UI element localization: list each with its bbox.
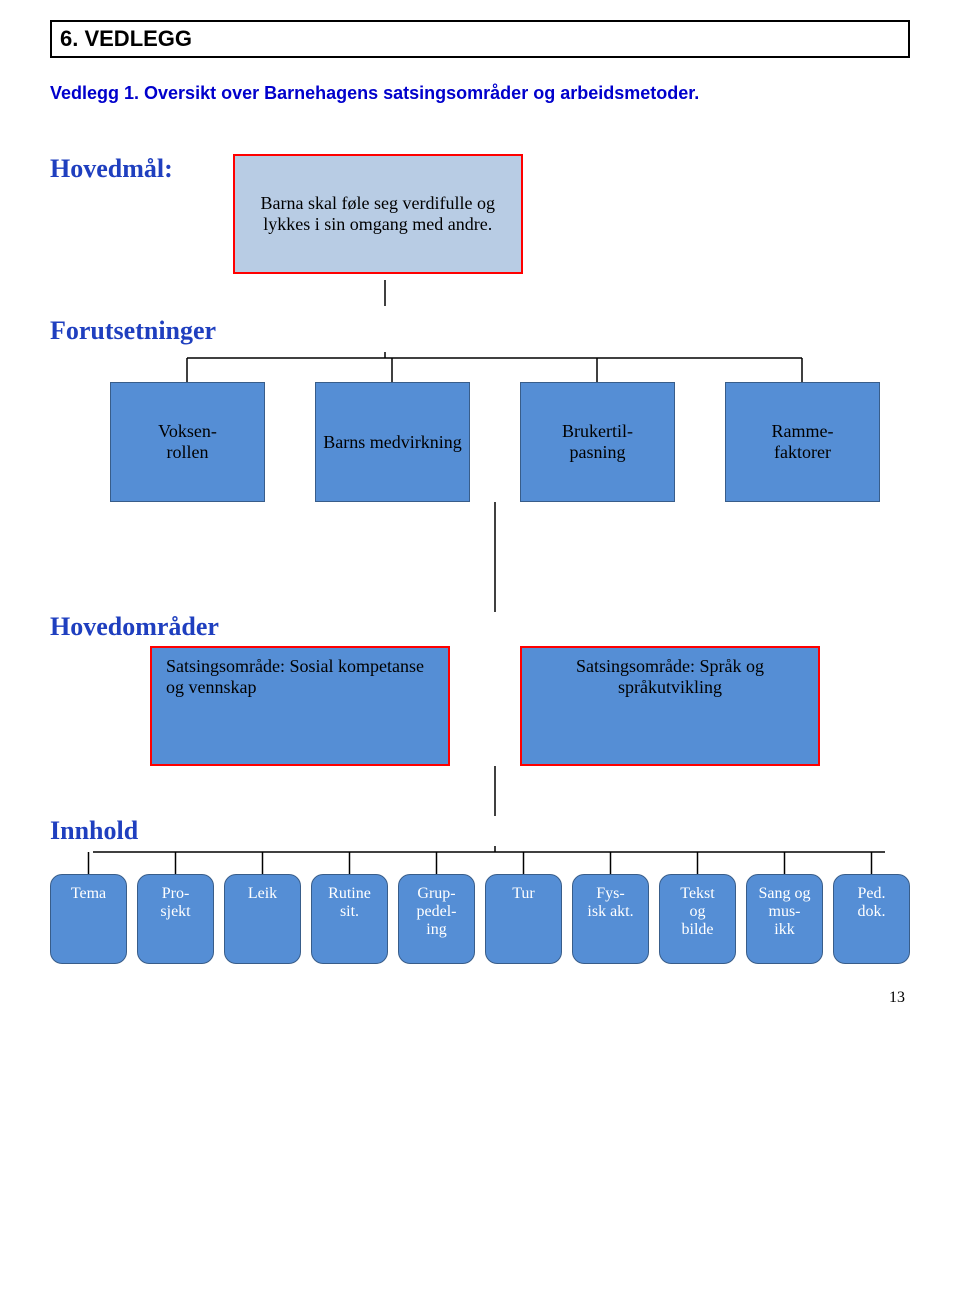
- forutsetninger-row: Voksen-rollen Barns medvirkning Brukertil-…: [50, 382, 910, 502]
- goal-text: Barna skal føle seg verdifulle og lykkes…: [245, 193, 511, 235]
- innhold-pill-2: Leik: [224, 874, 301, 964]
- connector-mid: [50, 502, 910, 612]
- innhold-pill-5: Tur: [485, 874, 562, 964]
- forutsetning-box-1: Barns medvirkning: [315, 382, 470, 502]
- hovedomrader-row: Satsingsområde: Sosial kompetanse og ven…: [50, 646, 910, 766]
- innhold-pill-9: Ped.dok.: [833, 874, 910, 964]
- connector-innhold-fan: [50, 846, 930, 874]
- innhold-pill-6: Fys-isk akt.: [572, 874, 649, 964]
- innhold-pill-0: Tema: [50, 874, 127, 964]
- innhold-pill-4: Grup-pedel-ing: [398, 874, 475, 964]
- goal-box: Barna skal føle seg verdifulle og lykkes…: [233, 154, 523, 274]
- innhold-pill-7: Tekstogbilde: [659, 874, 736, 964]
- connector-goal-down: [50, 280, 910, 306]
- subtitle: Vedlegg 1. Oversikt over Barnehagens sat…: [50, 83, 910, 104]
- innhold-pill-1: Pro-sjekt: [137, 874, 214, 964]
- forutsetninger-label: Forutsetninger: [50, 316, 910, 346]
- header-title: 6. VEDLEGG: [60, 26, 900, 52]
- innhold-pill-8: Sang og mus-ikk: [746, 874, 823, 964]
- hovedomrade-box-1: Satsingsområde: Språk og språkutvikling: [520, 646, 820, 766]
- innhold-label: Innhold: [50, 816, 910, 846]
- connector-innhold-down: [50, 766, 910, 816]
- connector-forutsetninger: [50, 352, 910, 382]
- goal-label: Hovedmål:: [50, 154, 173, 184]
- forutsetning-box-3: Ramme-faktorer: [725, 382, 880, 502]
- innhold-row: TemaPro-sjektLeikRutinesit.Grup-pedel-in…: [50, 874, 910, 964]
- hovedomrader-label: Hovedområder: [50, 612, 910, 642]
- header-title-box: 6. VEDLEGG: [50, 20, 910, 58]
- forutsetning-box-0: Voksen-rollen: [110, 382, 265, 502]
- page: 6. VEDLEGG Vedlegg 1. Oversikt over Barn…: [0, 0, 960, 1037]
- goal-row: Hovedmål: Barna skal føle seg verdifulle…: [50, 154, 910, 274]
- innhold-pill-3: Rutinesit.: [311, 874, 388, 964]
- hovedomrade-box-0: Satsingsområde: Sosial kompetanse og ven…: [150, 646, 450, 766]
- forutsetning-box-2: Brukertil-pasning: [520, 382, 675, 502]
- page-number: 13: [50, 989, 910, 1007]
